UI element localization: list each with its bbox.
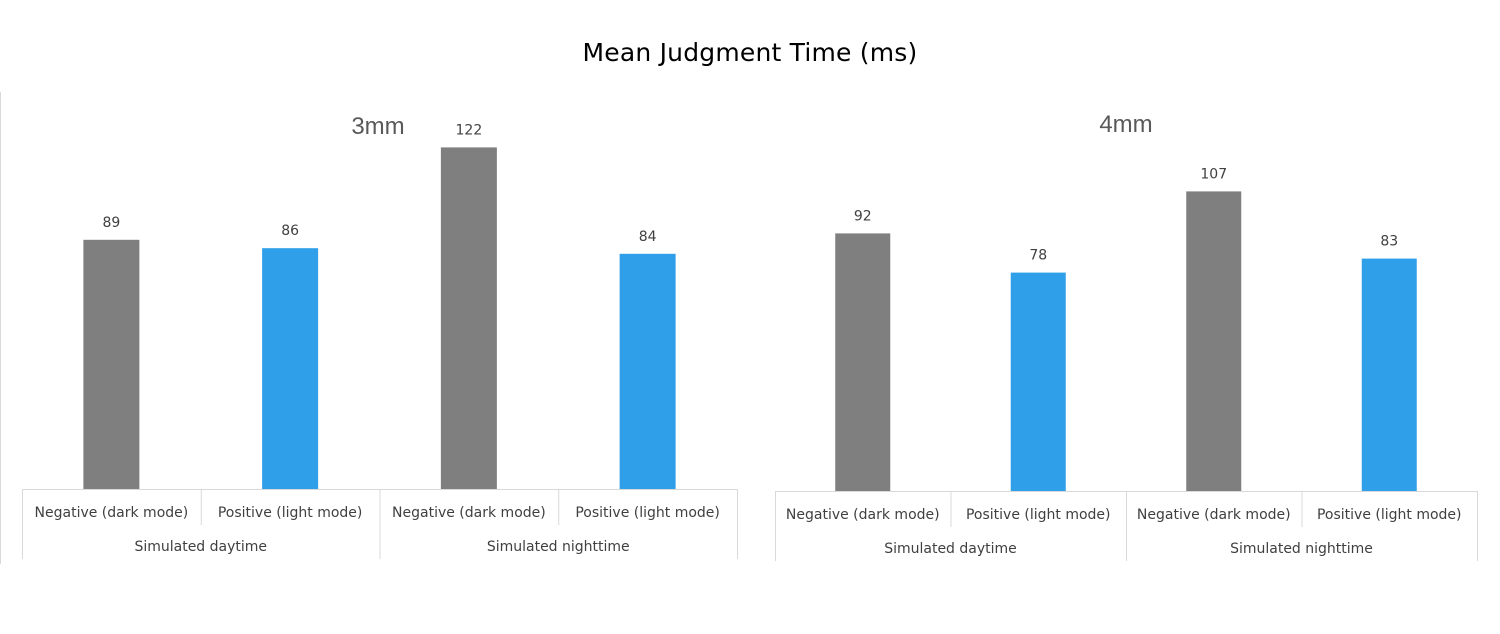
subtitle-3mm: 3mm bbox=[351, 113, 404, 140]
bar-3 bbox=[1186, 191, 1242, 491]
chart-4mm: 4mm 92 78 107 83 Negative (dark mode) Positive… bbox=[775, 111, 1478, 561]
bar-2 bbox=[262, 248, 319, 489]
subtitle-4mm: 4mm bbox=[1099, 111, 1152, 138]
category-label-1: Negative (dark mode) bbox=[35, 505, 189, 521]
group-label-2: Simulated nighttime bbox=[487, 539, 630, 555]
bar-1 bbox=[83, 239, 140, 489]
data-label-4: 84 bbox=[639, 229, 657, 245]
group-label-1: Simulated daytime bbox=[884, 541, 1017, 557]
data-label-3: 107 bbox=[1200, 166, 1227, 182]
bar-1 bbox=[835, 233, 891, 491]
bar-4 bbox=[619, 253, 676, 489]
bar-2 bbox=[1010, 272, 1066, 491]
bar-3 bbox=[440, 147, 497, 489]
category-label-3: Negative (dark mode) bbox=[1137, 507, 1291, 523]
data-label-4: 83 bbox=[1380, 234, 1398, 250]
data-label-2: 86 bbox=[281, 223, 299, 239]
category-label-1: Negative (dark mode) bbox=[786, 507, 940, 523]
chart-3mm: 3mm 89 86 122 84 Negative (dark mode) Positive… bbox=[22, 113, 738, 559]
group-label-1: Simulated daytime bbox=[134, 539, 267, 555]
data-label-2: 78 bbox=[1029, 248, 1047, 264]
category-label-3: Negative (dark mode) bbox=[392, 505, 546, 521]
bar-4 bbox=[1361, 258, 1417, 491]
data-label-1: 92 bbox=[854, 208, 872, 224]
chart-title: Mean Judgment Time (ms) bbox=[582, 38, 918, 67]
category-label-4: Positive (light mode) bbox=[1317, 507, 1462, 523]
data-label-1: 89 bbox=[102, 215, 120, 231]
chart-panel-3mm: 3mm 89 86 122 84 Negative (dark mode) Positive… bbox=[22, 113, 738, 559]
category-label-4: Positive (light mode) bbox=[575, 505, 720, 521]
group-label-2: Simulated nighttime bbox=[1230, 541, 1373, 557]
category-label-2: Positive (light mode) bbox=[218, 505, 363, 521]
left-border bbox=[0, 92, 1, 564]
data-label-3: 122 bbox=[456, 122, 483, 138]
chart-panel-4mm: 4mm 92 78 107 83 Negative (dark mode) Positive… bbox=[760, 0, 1500, 634]
category-label-2: Positive (light mode) bbox=[966, 507, 1111, 523]
